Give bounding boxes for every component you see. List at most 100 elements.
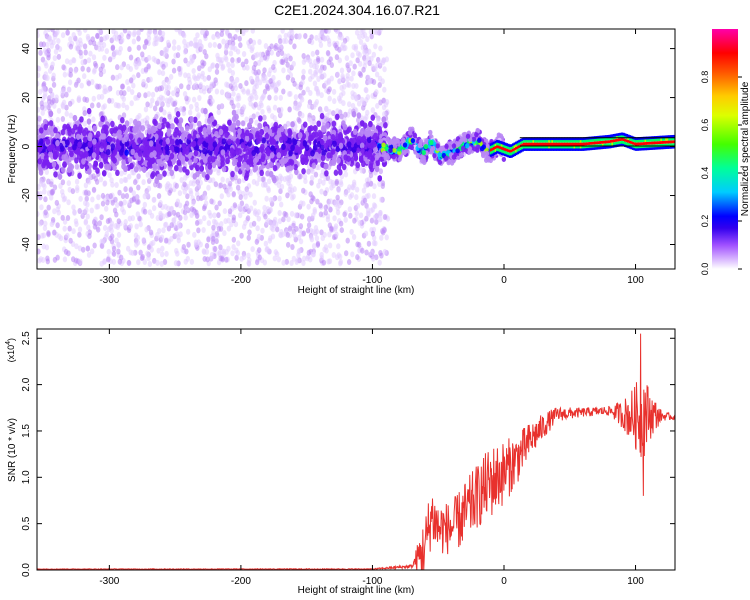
spectral-cell [83,189,89,196]
spectral-cell [357,220,363,227]
spectral-cell [378,60,383,67]
spectral-cell [48,38,54,45]
spectral-cell [97,41,102,48]
spectral-cell [236,56,242,63]
spectral-cell [345,237,350,244]
spectral-cell [316,182,321,189]
spectral-cell [185,228,191,235]
spectral-cell [135,239,141,246]
spectral-cell [99,36,104,43]
spectral-cell [371,255,376,262]
spectral-cell [276,152,282,159]
spectral-cell [277,218,283,225]
spectral-cell [262,114,267,121]
spectral-cell [348,60,353,67]
spectral-cell [162,117,167,124]
spectral-cell [159,260,164,267]
spectral-cell [362,197,368,204]
spectral-cell [265,85,271,92]
spectral-cell [378,209,383,216]
spectral-cell [42,183,47,190]
spectral-cell [259,169,264,177]
spectral-cell [142,259,147,266]
spectral-cell [111,245,117,252]
spectral-cell [55,206,60,213]
spectral-cell [84,97,90,104]
spectral-cell [102,35,108,42]
spectral-cell [119,37,125,44]
spectral-cell [335,71,340,78]
spectral-cell [175,52,181,59]
spectral-cell [281,216,286,223]
spectral-cell [171,217,177,224]
spectral-cell [220,160,225,167]
spectral-cell [220,149,226,156]
spectral-cell [261,92,266,99]
spectral-cell [114,49,119,56]
spectral-cell [265,170,270,177]
spectral-cell [171,90,176,97]
spectral-cell [294,225,299,232]
spectral-cell [136,44,142,51]
spectral-cell [250,246,255,253]
spectral-cell [231,159,237,167]
spectral-cell [181,110,187,117]
spectral-cell [173,165,179,172]
spectral-cell [258,51,263,58]
spectral-cell [244,58,249,65]
spectral-cell [196,239,201,246]
spectral-cell [227,138,232,146]
spectral-cell [98,176,104,183]
spectral-cell [271,138,277,146]
spectral-cell [150,157,155,165]
spectral-cell [208,85,214,92]
spectral-cell [69,150,74,158]
spectral-cell [300,112,305,119]
spectral-cell [241,30,246,37]
spectral-cell [368,180,374,187]
spectral-cell [288,150,293,157]
spectral-cell [174,182,179,189]
spectral-cell [106,86,111,93]
spectral-cell [110,199,115,206]
spectral-cell [189,258,195,265]
spectral-cell [83,29,88,33]
spectral-cell [243,219,248,226]
spectral-cell [191,180,196,187]
spectral-cell [230,57,235,64]
spectral-cell [313,85,319,92]
spectral-cell [90,102,95,109]
spectral-cell [71,31,76,38]
spectral-cell [355,254,360,261]
spectral-cell [149,246,154,253]
spectral-cell [46,29,52,33]
spectral-cell [312,80,318,87]
spectral-cell [210,177,216,184]
spectral-cell [38,220,43,227]
spectral-cell [68,43,74,50]
spectral-cell [319,92,324,99]
spectral-cell [279,228,284,235]
spectral-cell [91,116,96,123]
spectral-cell [46,230,51,237]
spectral-cell [310,50,316,57]
spectral-cell [161,227,166,234]
spectral-cell [42,225,48,232]
spectral-cell [203,107,208,115]
spectral-cell [201,85,207,92]
spectral-cell [87,233,92,240]
spectral-cell [253,52,258,59]
spectral-cell [95,142,101,150]
spectral-cell [175,211,181,218]
spectral-cell [257,247,262,254]
spectral-cell [143,143,148,150]
spectral-cell [363,58,368,65]
spectral-cell [62,71,68,78]
spectral-cell [61,99,67,106]
spectral-cell [235,76,240,83]
spectral-cell [306,168,311,175]
spectral-cell [183,214,188,221]
spectral-cell [327,231,332,238]
spectral-cell [313,101,318,108]
spectral-cell [311,162,317,169]
